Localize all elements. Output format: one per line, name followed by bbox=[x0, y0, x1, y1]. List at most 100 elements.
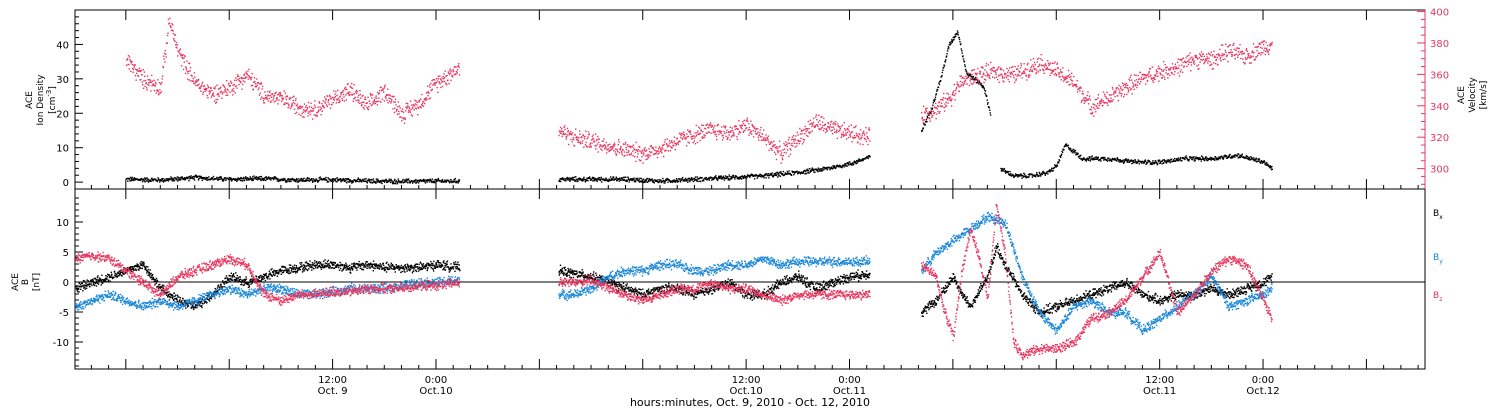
velocity-series-point bbox=[1204, 61, 1206, 64]
velocity-series-point bbox=[238, 80, 240, 82]
density-series-point bbox=[793, 171, 795, 173]
velocity-series-point bbox=[458, 66, 460, 68]
density-series-point bbox=[637, 177, 639, 179]
density-series-point bbox=[613, 176, 615, 178]
density-series-point bbox=[818, 168, 820, 170]
density-series-point bbox=[628, 178, 630, 181]
velocity-series-point bbox=[1194, 55, 1196, 57]
velocity-series-point bbox=[144, 75, 146, 77]
velocity-series-point bbox=[921, 117, 923, 120]
density-series-point bbox=[174, 177, 177, 179]
velocity-series-point bbox=[666, 143, 668, 146]
density-series-point bbox=[689, 180, 691, 183]
density-series-point bbox=[1087, 158, 1089, 161]
density-series-point bbox=[598, 178, 600, 181]
velocity-series-point bbox=[1137, 81, 1139, 83]
density-series-point bbox=[1240, 155, 1242, 158]
velocity-series-point bbox=[850, 124, 852, 126]
density-series-point bbox=[240, 177, 243, 180]
density-series-point bbox=[776, 173, 778, 176]
density-series-point bbox=[1181, 160, 1183, 162]
density-series-point bbox=[677, 180, 679, 183]
density-series-point bbox=[1197, 158, 1199, 160]
bottom-ylabel: ACE B [nT] bbox=[11, 273, 42, 291]
velocity-series-point bbox=[1043, 66, 1046, 68]
velocity-series-point bbox=[252, 88, 254, 90]
velocity-series-point bbox=[337, 89, 339, 91]
velocity-series-point bbox=[798, 140, 800, 143]
velocity-series-point bbox=[717, 124, 719, 126]
density-series-point bbox=[141, 180, 144, 183]
density-series-point bbox=[951, 41, 953, 43]
velocity-series-point bbox=[1104, 95, 1106, 97]
density-series-point bbox=[1102, 156, 1105, 159]
velocity-series-point bbox=[966, 77, 968, 80]
density-series-point bbox=[1193, 156, 1195, 158]
density-series-point bbox=[822, 166, 825, 168]
density-series-point bbox=[376, 180, 378, 182]
density-series-point bbox=[1271, 165, 1273, 168]
density-series-point bbox=[1085, 160, 1087, 162]
density-series-point bbox=[744, 174, 746, 177]
velocity-series-point bbox=[687, 141, 689, 143]
velocity-series-point bbox=[1001, 74, 1003, 76]
velocity-series-point bbox=[258, 87, 260, 89]
velocity-series-point bbox=[406, 106, 408, 108]
density-series-point bbox=[725, 176, 728, 178]
density-series-point bbox=[803, 169, 806, 172]
density-series-point bbox=[782, 174, 784, 176]
velocity-series-point bbox=[734, 128, 737, 131]
velocity-series-point bbox=[1024, 67, 1027, 70]
density-series-point bbox=[926, 115, 928, 118]
density-series-point bbox=[644, 181, 646, 184]
density-series-point bbox=[768, 177, 770, 179]
density-series-point bbox=[1074, 152, 1076, 154]
density-series-point bbox=[162, 181, 165, 183]
velocity-series-point bbox=[1040, 58, 1042, 60]
density-series-point bbox=[600, 178, 602, 180]
density-series-point bbox=[256, 177, 258, 179]
density-series-point bbox=[753, 175, 755, 177]
density-series-point bbox=[638, 178, 640, 181]
density-series-point bbox=[457, 180, 459, 183]
velocity-series-point bbox=[1112, 93, 1115, 95]
velocity-series-point bbox=[868, 127, 870, 129]
velocity-series-point bbox=[626, 144, 629, 146]
velocity-series-point bbox=[326, 105, 328, 108]
density-series-point bbox=[260, 175, 263, 178]
velocity-series-point bbox=[1165, 72, 1167, 74]
density-series-point bbox=[788, 170, 790, 172]
velocity-series-point bbox=[968, 72, 970, 75]
density-series-point bbox=[1252, 159, 1255, 161]
density-series-point bbox=[955, 35, 957, 38]
velocity-series-point bbox=[411, 107, 414, 109]
density-series-point bbox=[731, 175, 734, 177]
density-series-point bbox=[1239, 156, 1242, 159]
velocity-series-point bbox=[409, 110, 411, 112]
velocity-series-point bbox=[402, 117, 404, 119]
density-series-point bbox=[754, 174, 756, 176]
density-series-point bbox=[1077, 152, 1079, 155]
velocity-series-point bbox=[381, 98, 384, 100]
density-series-point bbox=[665, 178, 667, 180]
velocity-series-point bbox=[273, 94, 276, 97]
density-series-point bbox=[1012, 173, 1014, 176]
density-series-point bbox=[212, 175, 215, 178]
velocity-series-point bbox=[158, 94, 160, 96]
velocity-series-point bbox=[171, 29, 173, 31]
velocity-series-point bbox=[606, 148, 609, 150]
velocity-series-point bbox=[171, 23, 173, 25]
velocity-series-point bbox=[1140, 81, 1142, 83]
velocity-series-point bbox=[1106, 102, 1109, 104]
velocity-series-point bbox=[849, 136, 852, 138]
velocity-series-point bbox=[418, 101, 420, 103]
density-series-point bbox=[1257, 160, 1259, 162]
density-series-point bbox=[1027, 173, 1030, 176]
density-series-point bbox=[594, 178, 596, 181]
velocity-series-point bbox=[370, 93, 372, 96]
velocity-series-point bbox=[283, 90, 285, 92]
density-series-point bbox=[748, 174, 751, 177]
velocity-series-point bbox=[1010, 76, 1012, 78]
velocity-series-point bbox=[987, 74, 989, 76]
velocity-series-point bbox=[251, 84, 254, 87]
